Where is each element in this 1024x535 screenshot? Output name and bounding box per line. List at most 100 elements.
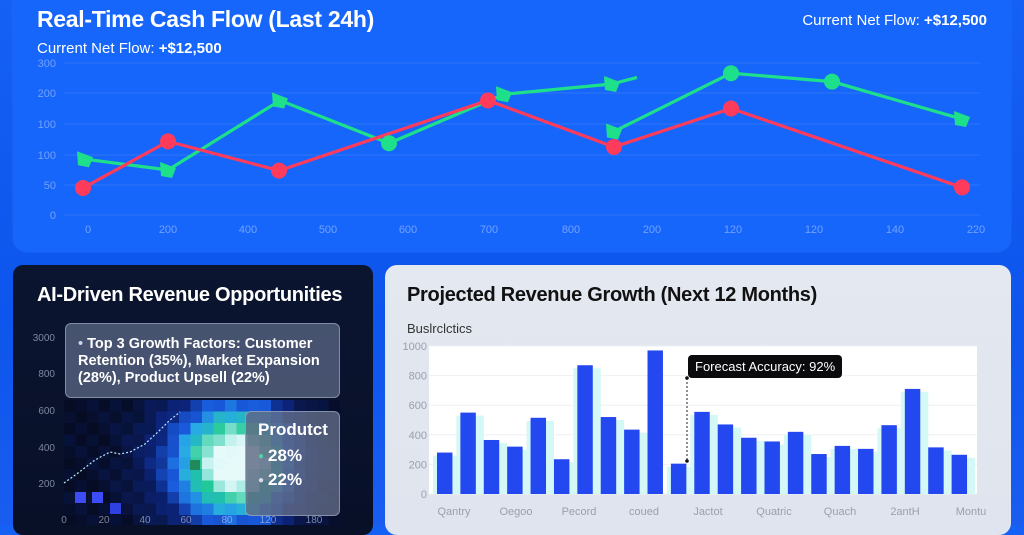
heatmap-cell	[305, 400, 318, 412]
revenue-bar[interactable]	[624, 429, 640, 494]
bar-x-tick: Quach	[824, 506, 856, 518]
revenue-bar[interactable]	[437, 452, 453, 494]
line-chart-x-axis: 0 200 400 500 600 700 800 200 120 120 140 220	[85, 224, 985, 236]
revenue-bar[interactable]	[741, 437, 757, 494]
heatmap-cell	[121, 469, 134, 481]
revenue-bar[interactable]	[600, 417, 617, 494]
heatmap-cell	[75, 423, 88, 435]
heatmap-y-tick: 800	[38, 369, 55, 380]
green-point-marker	[723, 65, 739, 82]
heatmap-cell	[98, 492, 111, 504]
bar-y-tick: 800	[409, 371, 427, 383]
heatmap-cell	[179, 423, 191, 435]
revenue-bar[interactable]	[577, 365, 593, 494]
revenue-bar[interactable]	[764, 441, 780, 494]
green-arrow-marker	[160, 162, 176, 178]
heatmap-cell	[317, 400, 329, 412]
heatmap-cell	[190, 469, 203, 481]
revenue-bar[interactable]	[811, 454, 827, 494]
revenue-growth-subtitle: Buslrclctics	[407, 321, 473, 336]
red-point-marker	[954, 179, 970, 196]
revenue-bar[interactable]	[460, 412, 476, 494]
revenue-bar[interactable]	[928, 447, 944, 494]
heatmap-cell	[213, 480, 226, 493]
line-chart-series	[75, 65, 970, 196]
heatmap-cell	[64, 446, 76, 458]
revenue-bar[interactable]	[483, 439, 500, 494]
product-tooltip-title: Produtct	[258, 420, 328, 439]
heatmap-cell	[271, 515, 283, 525]
revenue-bar[interactable]	[951, 454, 968, 494]
heatmap-cell	[110, 446, 122, 458]
heatmap-cell	[121, 400, 134, 412]
heatmap-trend-line-2	[219, 441, 246, 471]
heatmap-cell	[202, 515, 214, 525]
bar-x-tick: Pecord	[562, 506, 597, 518]
heatmap-cell	[64, 457, 76, 470]
heatmap-cell	[75, 469, 88, 481]
heatmap-cell	[133, 503, 145, 516]
x-tick-label: 600	[399, 224, 417, 236]
revenue-bar[interactable]	[553, 459, 570, 494]
heatmap-cell	[248, 400, 260, 412]
heatmap-cell	[133, 515, 145, 525]
x-tick-label: 220	[967, 224, 985, 236]
net-flow-label-left: Current Net Flow: +$12,500	[37, 40, 222, 57]
heatmap-cell	[213, 492, 226, 504]
heatmap-cell	[98, 434, 111, 447]
heatmap-cell	[190, 503, 203, 516]
heatmap-cell	[144, 434, 157, 447]
bar-y-tick: 400	[409, 430, 427, 442]
revenue-bar[interactable]	[647, 350, 663, 494]
heatmap-cell	[98, 503, 111, 516]
heatmap-cell	[87, 480, 99, 493]
heatmap-cell	[202, 492, 214, 504]
heatmap-cell	[190, 434, 203, 447]
heatmap-cell	[110, 469, 122, 481]
heatmap-cell	[190, 492, 203, 504]
heatmap-cell	[236, 469, 249, 481]
heatmap-cell	[156, 400, 168, 412]
heatmap-cell	[144, 457, 157, 470]
heatmap-cell-highlight	[75, 492, 86, 503]
heatmap-cell	[179, 469, 191, 481]
x-tick-label: 120	[724, 224, 742, 236]
forecast-pointer-dot	[685, 376, 689, 380]
heatmap-cell	[213, 503, 226, 516]
heatmap-cell-highlight	[190, 460, 200, 470]
bar-x-tick: Montu	[956, 506, 987, 518]
gray-dot-icon: ●	[258, 475, 265, 487]
bar-x-tick: Qantry	[437, 506, 471, 518]
heatmap-cell	[236, 423, 249, 435]
product-value-2: ● 22%	[258, 470, 303, 489]
heatmap-cell	[87, 503, 99, 516]
revenue-bar[interactable]	[834, 445, 851, 494]
heatmap-x-tick: 20	[98, 515, 110, 525]
x-tick-label: 0	[85, 224, 91, 236]
revenue-bar[interactable]	[670, 463, 687, 494]
revenue-bar[interactable]	[787, 431, 804, 494]
heatmap-cell	[202, 434, 214, 447]
heatmap-cell	[110, 411, 122, 424]
revenue-bar[interactable]	[694, 411, 710, 494]
revenue-bar[interactable]	[530, 417, 547, 494]
green-arrow-marker	[496, 86, 512, 103]
revenue-bar[interactable]	[881, 425, 897, 494]
revenue-bar[interactable]	[904, 388, 921, 494]
heatmap-cell	[213, 434, 226, 447]
heatmap-cell	[133, 423, 145, 435]
net-flow-label-right: Current Net Flow: +$12,500	[802, 12, 987, 29]
revenue-bar[interactable]	[507, 446, 523, 494]
revenue-bar[interactable]	[858, 448, 874, 494]
cash-flow-line-chart: 0 50 100 100 200 300 0 200 400 500 600 700 800 200 12…	[38, 58, 986, 236]
heatmap-cell	[121, 411, 134, 424]
red-point-marker	[606, 138, 622, 155]
heatmap-cell	[144, 411, 157, 424]
heatmap-cell	[236, 446, 249, 458]
heatmap-cell	[156, 434, 168, 447]
heatmap-cell	[236, 503, 249, 516]
line-series-1	[613, 71, 963, 133]
heatmap-cell	[167, 423, 180, 435]
revenue-bar[interactable]	[717, 424, 734, 494]
bar-chart-bars	[433, 350, 976, 494]
